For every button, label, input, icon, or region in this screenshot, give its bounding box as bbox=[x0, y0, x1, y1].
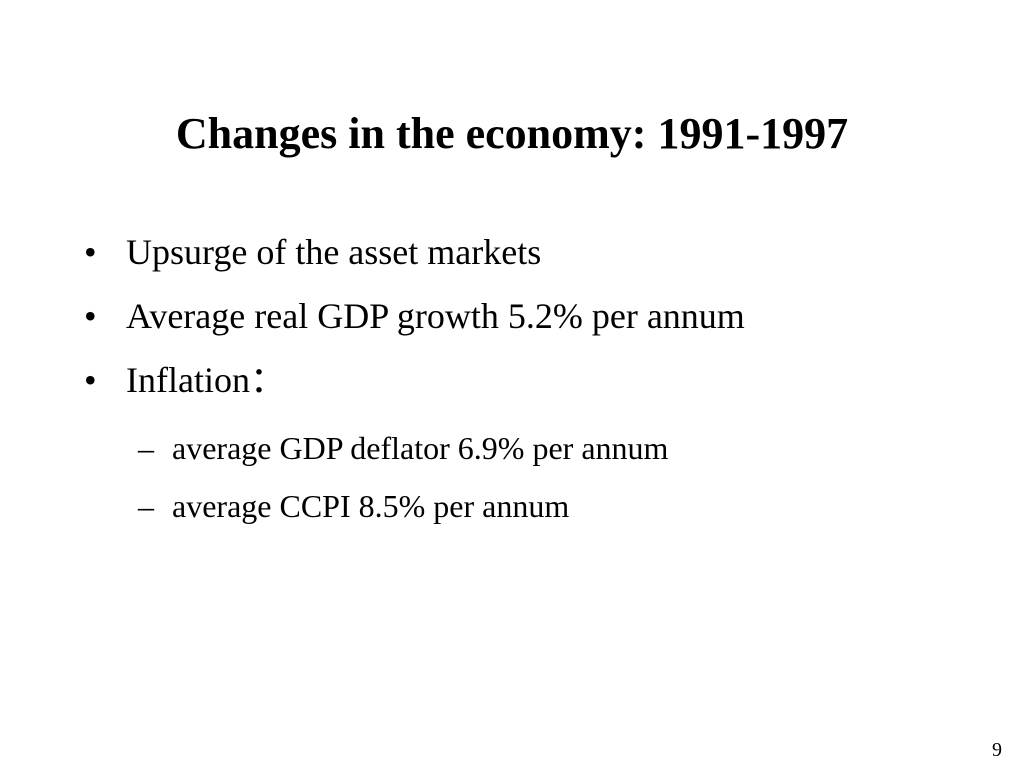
sub-bullet-gdp-deflator: – average GDP deflator 6.9% per annum bbox=[138, 428, 668, 468]
bullet-text: Inflation： bbox=[126, 360, 286, 400]
sub-bullet-list: – average GDP deflator 6.9% per annum – … bbox=[138, 428, 668, 544]
bullet-item-inflation: • Inflation： bbox=[84, 358, 745, 402]
sub-bullet-ccpi: – average CCPI 8.5% per annum bbox=[138, 486, 668, 526]
bullet-marker: • bbox=[84, 232, 97, 272]
slide-title: Changes in the economy: 1991-1997 bbox=[175, 109, 849, 158]
bullet-text: Upsurge of the asset markets bbox=[126, 232, 542, 272]
bullet-item-asset-markets: • Upsurge of the asset markets bbox=[84, 230, 745, 274]
bullet-marker: • bbox=[84, 296, 97, 336]
bullet-list: • Upsurge of the asset markets • Average… bbox=[84, 230, 745, 422]
sub-bullet-text: average CCPI 8.5% per annum bbox=[172, 488, 570, 524]
page-number: 9 bbox=[992, 739, 1002, 761]
bullet-item-gdp-growth: • Average real GDP growth 5.2% per annum bbox=[84, 294, 745, 338]
bullet-marker: • bbox=[84, 360, 97, 400]
bullet-text: Average real GDP growth 5.2% per annum bbox=[126, 296, 745, 336]
sub-bullet-text: average GDP deflator 6.9% per annum bbox=[172, 430, 669, 466]
dash-marker: – bbox=[138, 488, 154, 524]
dash-marker: – bbox=[138, 430, 154, 466]
